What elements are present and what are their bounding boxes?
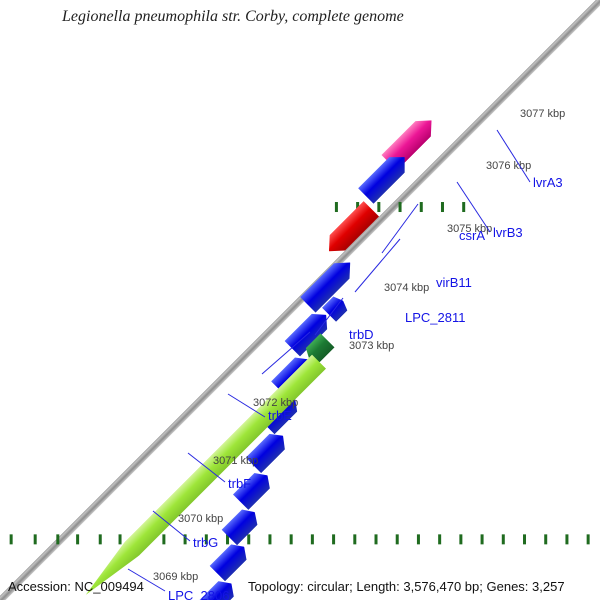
accession-footer: Accession: NC_009494 [8, 579, 144, 594]
poslabel-3070: 3070 kbp [178, 513, 223, 525]
genelabel-trbg[interactable]: trbG [193, 535, 218, 550]
topology-footer: Topology: circular; Length: 3,576,470 bp… [248, 579, 565, 594]
genelabel-trbe[interactable]: trbE [268, 408, 292, 423]
scale-ticks [0, 0, 300, 300]
accession-value[interactable]: NC_009494 [75, 579, 144, 594]
poslabel-3076: 3076 kbp [486, 160, 531, 172]
genome-track [0, 0, 600, 600]
poslabel-3074: 3074 kbp [384, 282, 429, 294]
genelabel-virb11[interactable]: virB11 [436, 275, 472, 290]
genelabel-lpc2811[interactable]: LPC_2811 [405, 310, 465, 325]
top-strand-genes [0, 0, 300, 300]
genelabel-csra[interactable]: csrA [459, 228, 485, 243]
genelabel-trbd[interactable]: trbD [349, 327, 374, 342]
poslabel-3077: 3077 kbp [520, 108, 565, 120]
genelabel-lvra3[interactable]: lvrA3 [533, 175, 563, 190]
genome-browser-diagram: Legionella pneumophila str. Corby, compl… [0, 0, 600, 600]
gene-arrow-trb-cluster[interactable] [79, 354, 326, 600]
bottom-strand-genes [0, 0, 300, 300]
genelabel-trbf[interactable]: trbF [228, 476, 251, 491]
genelabel-lpc2806: LPC_2806 [168, 588, 229, 600]
chromosome-backbone [0, 0, 600, 600]
genelabel-lvrb3[interactable]: lvrB3 [493, 225, 523, 240]
poslabel-3069: 3069 kbp [153, 571, 198, 583]
poslabel-3071: 3071 kbp [213, 455, 258, 467]
